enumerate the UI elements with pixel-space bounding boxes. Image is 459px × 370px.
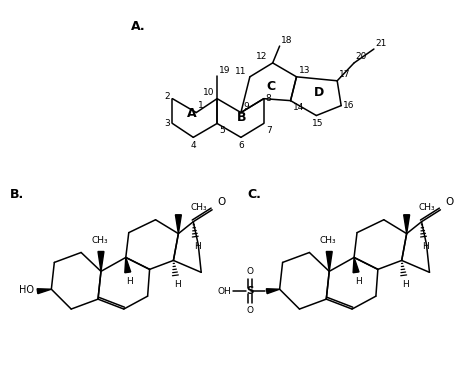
Text: CH₃: CH₃ — [190, 203, 207, 212]
Text: 5: 5 — [219, 127, 225, 135]
Text: CH₃: CH₃ — [419, 203, 435, 212]
Text: H: H — [402, 280, 409, 289]
Text: 14: 14 — [292, 102, 304, 112]
Text: 12: 12 — [256, 52, 268, 61]
Text: B.: B. — [10, 188, 24, 201]
Text: O: O — [246, 267, 253, 276]
Text: A: A — [186, 107, 196, 120]
Text: S: S — [246, 286, 253, 296]
Text: 3: 3 — [165, 119, 170, 128]
Text: O: O — [217, 197, 225, 207]
Text: O: O — [445, 197, 453, 207]
Text: C.: C. — [248, 188, 262, 201]
Text: 9: 9 — [243, 101, 249, 111]
Polygon shape — [403, 215, 409, 233]
Polygon shape — [326, 252, 332, 271]
Text: H: H — [422, 242, 429, 250]
Text: 16: 16 — [343, 101, 355, 110]
Text: H: H — [355, 277, 361, 286]
Text: 6: 6 — [238, 141, 244, 150]
Text: 11: 11 — [235, 67, 247, 76]
Text: OH: OH — [217, 287, 231, 296]
Text: CH₃: CH₃ — [320, 236, 336, 245]
Text: 1: 1 — [198, 101, 204, 110]
Polygon shape — [37, 289, 51, 294]
Text: 10: 10 — [202, 88, 214, 97]
Polygon shape — [98, 252, 104, 271]
Text: H: H — [126, 277, 133, 286]
Text: A.: A. — [131, 20, 146, 33]
Text: 7: 7 — [266, 127, 271, 135]
Text: 13: 13 — [298, 66, 310, 75]
Polygon shape — [353, 258, 359, 273]
Text: 15: 15 — [312, 120, 323, 128]
Text: C: C — [266, 80, 275, 93]
Text: B: B — [237, 111, 246, 124]
Text: H: H — [194, 242, 201, 250]
Polygon shape — [175, 215, 181, 233]
Text: 2: 2 — [165, 92, 170, 101]
Text: 19: 19 — [219, 66, 230, 75]
Text: H: H — [174, 280, 181, 289]
Text: 17: 17 — [339, 70, 351, 79]
Polygon shape — [125, 258, 131, 273]
Text: 4: 4 — [190, 141, 196, 150]
Text: 8: 8 — [266, 94, 271, 103]
Text: O: O — [246, 306, 253, 315]
Text: 20: 20 — [355, 52, 366, 61]
Text: 21: 21 — [375, 39, 386, 48]
Text: 18: 18 — [280, 36, 292, 45]
Text: HO: HO — [19, 285, 34, 295]
Text: D: D — [314, 86, 325, 99]
Text: CH₃: CH₃ — [92, 236, 108, 245]
Polygon shape — [266, 289, 280, 294]
